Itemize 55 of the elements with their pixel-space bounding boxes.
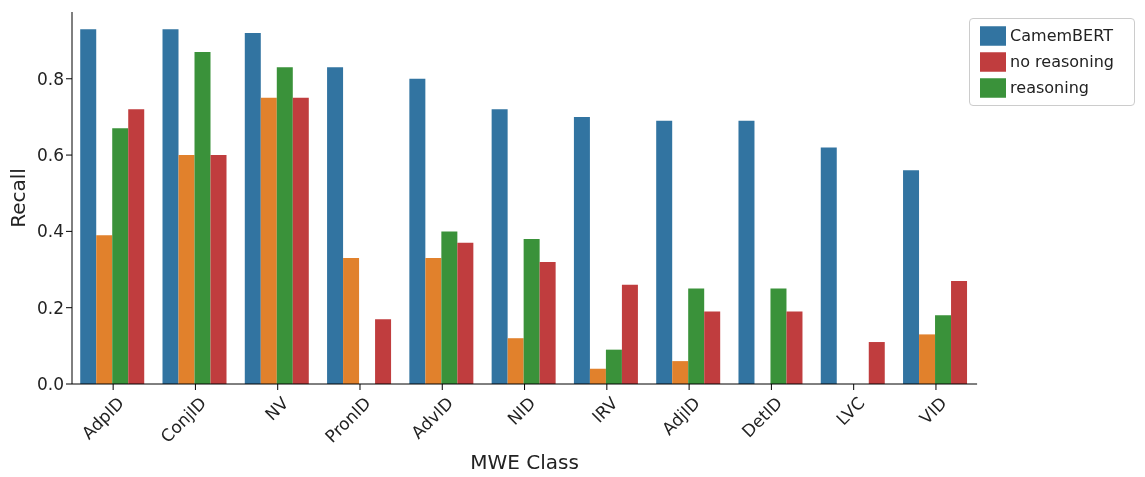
bar <box>276 67 293 384</box>
y-tick-label: 0.4 <box>36 221 64 242</box>
bar <box>770 288 787 384</box>
bar <box>96 235 113 384</box>
y-tick-label: 0.2 <box>36 297 64 318</box>
bar <box>491 109 508 384</box>
bar <box>327 67 344 384</box>
bar <box>738 120 755 384</box>
bar <box>589 368 606 384</box>
bar <box>112 128 129 384</box>
bar <box>409 78 426 384</box>
bar <box>441 231 458 384</box>
x-tick-label: NID <box>503 392 540 429</box>
bar <box>343 258 360 384</box>
legend-label: no reasoning <box>1010 51 1114 71</box>
x-tick-label: VID <box>915 392 951 429</box>
bar <box>128 109 145 384</box>
y-axis-title: Recall <box>6 168 31 228</box>
bar <box>688 288 705 384</box>
bar <box>425 258 442 384</box>
legend-label: CamemBERT <box>1010 25 1113 45</box>
bar <box>539 261 556 384</box>
bar <box>820 147 837 384</box>
bar <box>621 284 638 384</box>
bar <box>292 97 309 384</box>
bar <box>656 120 673 384</box>
bar <box>605 349 622 384</box>
legend-label: reasoning <box>1010 77 1089 97</box>
bar <box>194 52 211 384</box>
bar <box>375 319 392 384</box>
y-tick-label: 0.6 <box>36 145 64 166</box>
bar <box>704 311 721 384</box>
bar <box>80 29 97 384</box>
bar <box>162 29 179 384</box>
bar <box>507 338 524 384</box>
x-tick-label: NV <box>261 392 293 425</box>
bar <box>523 239 540 384</box>
x-axis-title: MWE Class <box>470 450 579 474</box>
x-tick-label: LVC <box>832 392 869 430</box>
bar <box>260 97 277 384</box>
bar <box>903 170 920 384</box>
bar <box>919 334 936 384</box>
bar <box>868 342 885 384</box>
bar <box>672 361 689 384</box>
bar <box>178 155 195 384</box>
bar <box>210 155 227 384</box>
bar <box>786 311 803 384</box>
y-tick-label: 0.8 <box>36 68 64 89</box>
bar <box>244 32 261 384</box>
y-tick-label: 0.0 <box>36 374 64 395</box>
x-tick-label: IRV <box>587 392 622 427</box>
bar <box>951 280 968 384</box>
bar <box>935 315 952 384</box>
bar <box>457 242 474 384</box>
bar <box>573 116 590 384</box>
